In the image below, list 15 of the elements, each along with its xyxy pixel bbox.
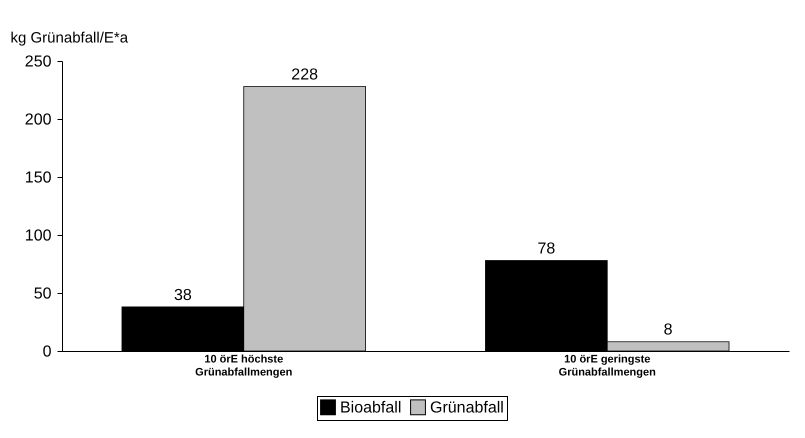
y-tick-label: 100 [24, 228, 52, 244]
y-tick-label: 0 [42, 344, 52, 360]
y-tick-label: 250 [24, 54, 52, 70]
y-tick-label: 150 [24, 170, 52, 186]
x-tick-label: 10 örE geringste Grünabfallmengen [558, 354, 656, 378]
legend-label: Grünabfall [430, 399, 504, 416]
data-label: 38 [174, 286, 192, 304]
data-label: 78 [537, 240, 556, 258]
legend-label: Bioabfall [340, 399, 402, 416]
y-axis-title: kg Grünabfall/E*a [10, 30, 129, 46]
data-label: 228 [291, 66, 318, 84]
x-tick-label: 10 örE höchste Grünabfallmengen [195, 354, 293, 378]
y-tick-label: 50 [34, 286, 52, 302]
y-tick-label: 200 [24, 112, 52, 128]
data-label: 8 [664, 322, 673, 339]
